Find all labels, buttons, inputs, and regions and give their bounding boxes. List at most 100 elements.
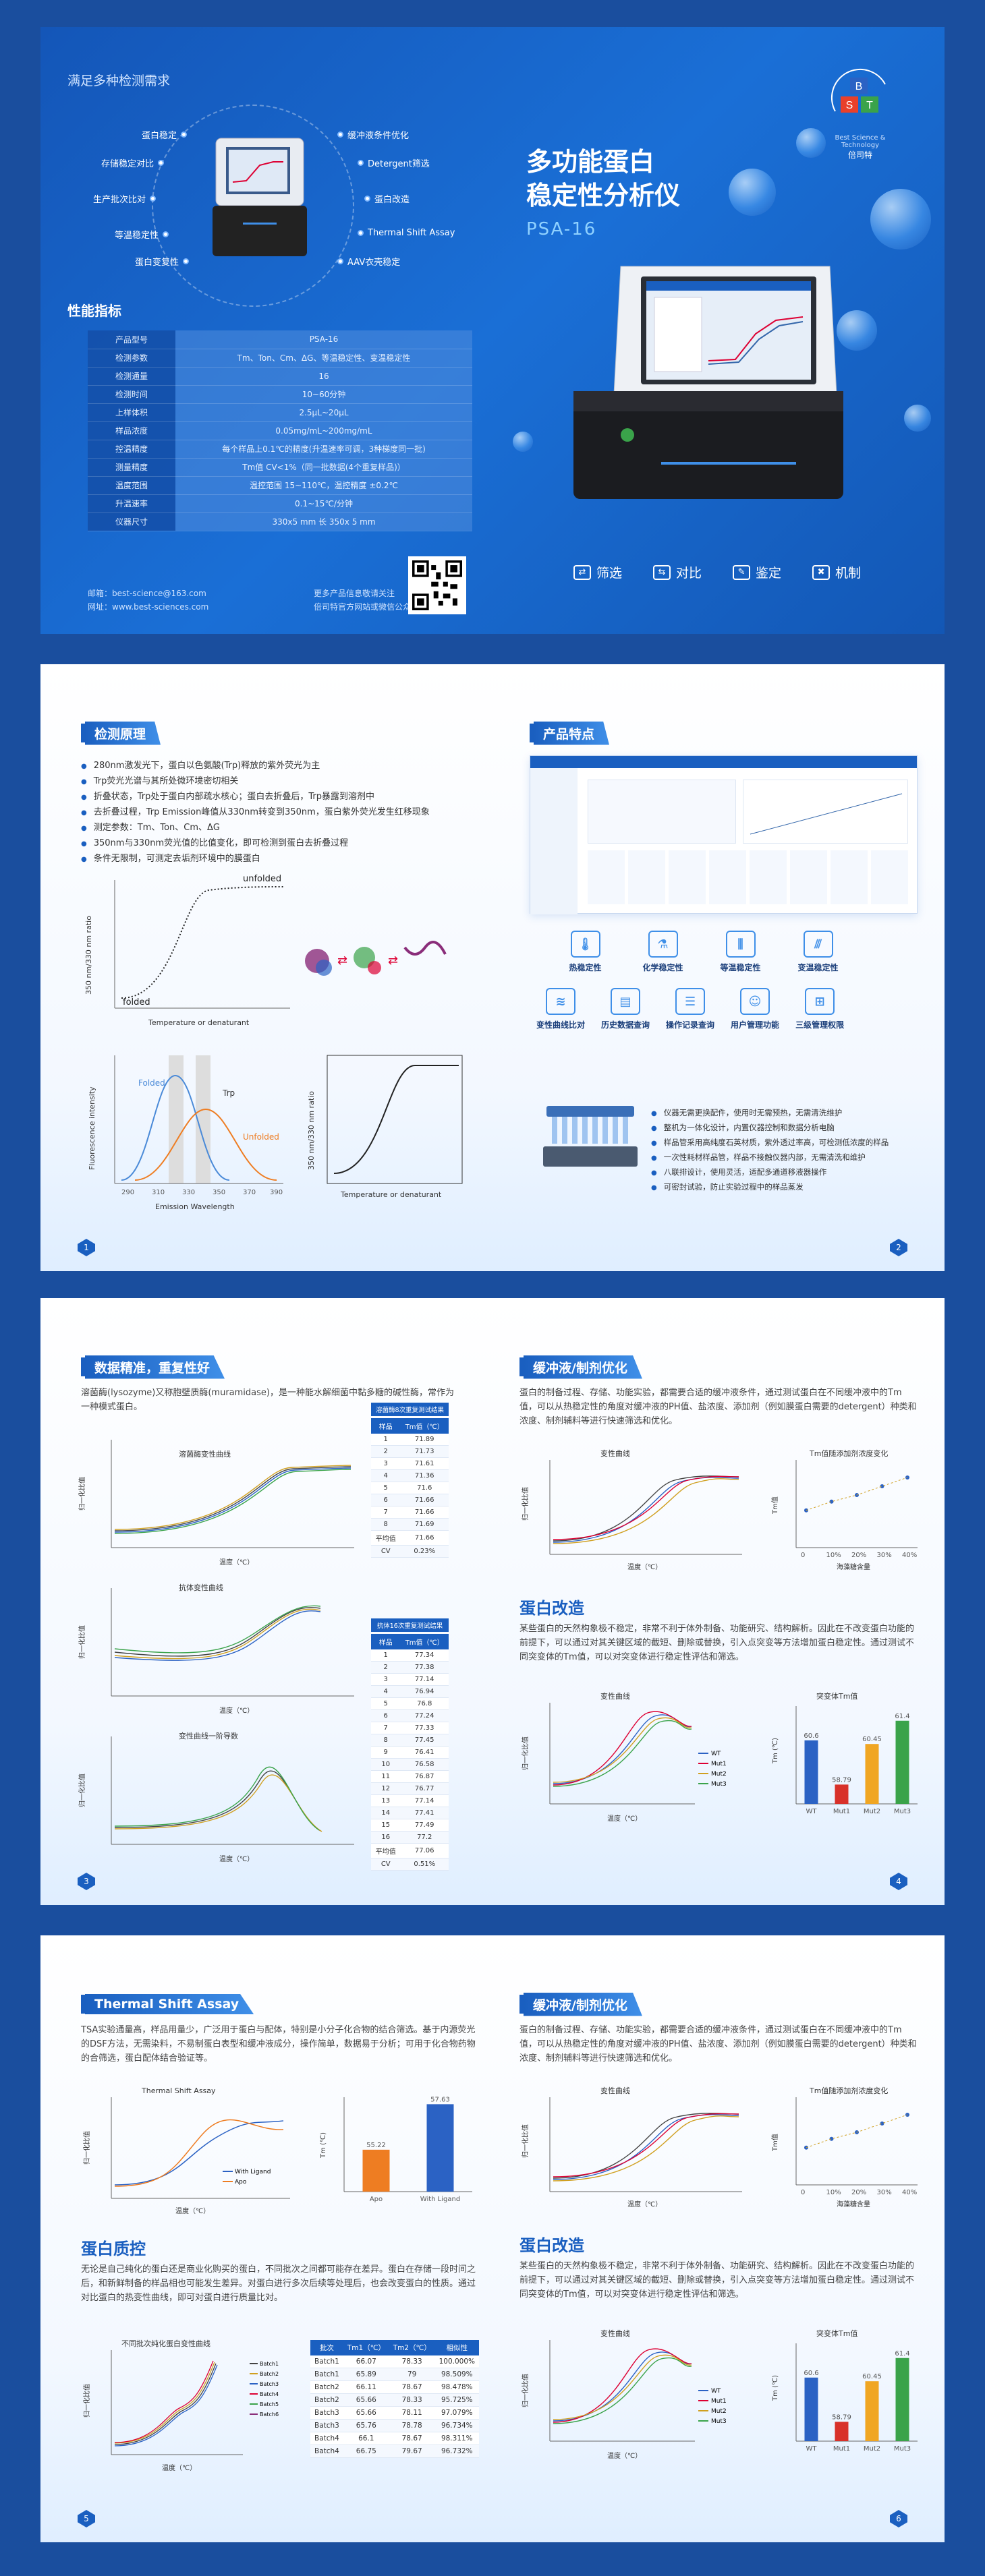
table1-cell: 71.6 xyxy=(400,1482,449,1494)
precision-header: 数据精准，重复性好 xyxy=(81,1355,225,1379)
table-row: CV 0.51% xyxy=(371,1858,449,1871)
feature-variable-temp-stability: ⫻ 变温稳定性 xyxy=(779,931,857,973)
table-row: 10 76.58 xyxy=(371,1758,449,1771)
qc-cell: 78.33 xyxy=(389,2393,435,2407)
legend-item: Mut1 xyxy=(711,1761,727,1767)
spec-value: Tm值 CV<1%（同一批数据(4个重复样品)） xyxy=(175,458,472,477)
qc-cell: 98.478% xyxy=(434,2380,479,2394)
spec-row: 检测通量 16 xyxy=(88,367,472,386)
buffer-ylabel-repeat: 归一化比值 xyxy=(521,2124,530,2158)
table2-title: 抗体16次重复测试结果 xyxy=(371,1618,449,1632)
lysozyme-table: 样品 Tm值（℃） 1 71.89 2 71.73 3 71.61 4 71.36 5 71.6 6 7… xyxy=(371,1418,449,1558)
feature-item: 一次性耗材样品管，样品不接触仪器内部，无需清洗和维护 xyxy=(651,1150,934,1165)
feature-item: 八联排设计，使用灵活，适配多通道移液器操作 xyxy=(651,1165,934,1180)
table1-cell: 71.36 xyxy=(400,1469,449,1482)
table-row: 平均值 77.06 xyxy=(371,1843,449,1858)
bar xyxy=(362,2149,390,2192)
table-row: Batch4 66.1 78.67 98.311% xyxy=(310,2432,479,2445)
table2-cell: 2 xyxy=(371,1661,401,1674)
table1-cell: CV xyxy=(371,1545,401,1558)
bar-value-label: 61.4 xyxy=(895,1713,909,1720)
qc-table-header: Tm2（℃） xyxy=(389,2340,435,2355)
legend-item: WT xyxy=(711,2388,721,2395)
legend-item: Apo xyxy=(235,2179,247,2186)
feature-item: 仪器无需更换配件，使用时无需预热，无需清洗维护 xyxy=(651,1106,934,1121)
legend-item: Batch4 xyxy=(260,2391,279,2397)
table-row: Batch2 65.66 78.33 95.725% xyxy=(310,2393,479,2407)
thermometer-icon: 🌡 xyxy=(570,931,600,958)
qc-cell: 66.11 xyxy=(343,2380,389,2394)
unfolded-spectrum-label: Unfolded xyxy=(243,1132,279,1142)
table-row: 15 77.49 xyxy=(371,1819,449,1832)
spec-value: 2.5μL~20μL xyxy=(175,403,472,422)
bar-value-label: 61.4 xyxy=(895,2350,909,2358)
table2-cell: 6 xyxy=(371,1709,401,1722)
feature-curve-compare-label: 变性曲线比对 xyxy=(536,1020,586,1030)
table2-cell: 77.45 xyxy=(400,1734,449,1747)
bar-value-label: 60.45 xyxy=(862,1736,882,1743)
feature-chemical-stability: ⚗ 化学稳定性 xyxy=(624,931,702,973)
table1-cell: 4 xyxy=(371,1469,401,1482)
mod-text: 某些蛋白的天然构象极不稳定，非常不利于体外制备、功能研究、结构解析。因此在不改变… xyxy=(519,1624,915,1662)
buffer-title: 缓冲液/制剂优化 xyxy=(524,1355,642,1379)
spec-row: 上样体积 2.5μL~20μL xyxy=(88,403,472,422)
page-number-right: 2 xyxy=(890,1239,907,1256)
mechanism-icon: ✖ xyxy=(812,564,831,580)
feature-screening-label: 筛选 xyxy=(596,566,623,581)
spec-key: 样品浓度 xyxy=(88,421,175,440)
tm-chart-title-repeat: Tm值随添加剂浓度变化 xyxy=(809,2086,888,2095)
qc-text: 无论是自己纯化的蛋白还是商业化购买的蛋白，不同批次之间都可能存在差异。蛋白在存储… xyxy=(81,2264,476,2303)
table2-cell: 76.94 xyxy=(400,1685,449,1698)
legend-item: Mut2 xyxy=(711,2408,727,2415)
feature-item: 可密封试验，防止实验过程中的样品蒸发 xyxy=(651,1180,934,1195)
curve-compare-icon: ≋ xyxy=(546,988,575,1015)
tm-xtick: 20% xyxy=(851,2189,866,2196)
spec-key: 检测时间 xyxy=(88,385,175,404)
buffer-header-repeat: 缓冲液/制剂优化 xyxy=(519,1992,642,2016)
tm-chart-title: Tm值随添加剂浓度变化 xyxy=(809,1448,888,1458)
lysozyme-chart-title: 溶菌酶变性曲线 xyxy=(179,1449,231,1459)
table-row: 6 71.66 xyxy=(371,1494,449,1506)
bar xyxy=(426,2104,454,2192)
bar-value-label: 55.22 xyxy=(366,2142,386,2149)
feature-icons-row1: 🌡 热稳定性 ⚗ 化学稳定性 ⫼ 等温稳定性 ⫻ 变温稳定性 xyxy=(546,931,857,973)
table-row: 16 77.2 xyxy=(371,1831,449,1844)
lysozyme-ylabel: 归一化比值 xyxy=(78,1477,86,1511)
mutant-ylabel: 归一化比值 xyxy=(521,1736,530,1770)
product-title: 多功能蛋白 稳定性分析仪 xyxy=(526,145,680,212)
buffer-text: 蛋白的制备过程、存储、功能实验，都需要合适的缓冲液条件，通过测试蛋白在不同缓冲液… xyxy=(519,1388,917,1426)
logo-cn: 倍司特 xyxy=(847,150,872,160)
mutant-ylabel-repeat: 归一化比值 xyxy=(521,2374,530,2407)
mutant-curve-title-repeat: 变性曲线 xyxy=(600,2329,630,2338)
bar-value-label: 60.6 xyxy=(804,1732,818,1740)
table-row: Batch3 65.76 78.78 96.734% xyxy=(310,2419,479,2432)
derivative-chart-title: 变性曲线一阶导数 xyxy=(179,1731,238,1740)
qc-cell: Batch4 xyxy=(310,2445,343,2458)
svg-text:⇄: ⇄ xyxy=(337,954,347,968)
table1-cell: 71.89 xyxy=(400,1434,449,1446)
legend-item: Batch2 xyxy=(260,2371,279,2377)
tsa-header: Thermal Shift Assay xyxy=(81,1993,254,2016)
svg-text:S: S xyxy=(846,100,853,111)
table1-cell: 5 xyxy=(371,1482,401,1494)
table2-cell: 10 xyxy=(371,1758,401,1771)
spec-key: 检测通量 xyxy=(88,367,175,386)
logo-icon: B S T xyxy=(831,69,886,113)
antibody-table: 样品 Tm值（℃） 1 77.34 2 77.38 3 77.14 4 76.94 5 76.8 6 7… xyxy=(371,1634,449,1871)
table2-header: 样品 xyxy=(371,1634,401,1649)
tm-xtick: 20% xyxy=(851,1552,866,1559)
buffer-title-repeat: 缓冲液/制剂优化 xyxy=(524,1992,642,2016)
tsa-bar-chart: Tm (℃) 55.22 Apo 57.63 With Ligand xyxy=(320,2096,472,2203)
qc-table-header: Tm1（℃） xyxy=(343,2340,389,2355)
table1-cell: 0.23% xyxy=(400,1545,449,1558)
tsa-bar-ylabel: Tm (℃) xyxy=(320,2132,327,2159)
spec-xtick: 290 xyxy=(121,1189,134,1196)
feature-permission: ⊞ 三级管理权限 xyxy=(795,988,844,1030)
table-row: CV 0.23% xyxy=(371,1545,449,1558)
lysozyme-xlabel: 温度（℃） xyxy=(219,1558,254,1567)
feature-header: 产品特点 xyxy=(530,721,610,745)
function-left-2: 生产批次比对 xyxy=(93,192,157,205)
tm-point xyxy=(880,2121,884,2126)
qc-cell: Batch3 xyxy=(310,2406,343,2420)
cover-panel: 满足多种检测需求 蛋白稳定 存储稳定对比 生产批次比对 等温稳定性 蛋白变复性 … xyxy=(40,27,945,634)
